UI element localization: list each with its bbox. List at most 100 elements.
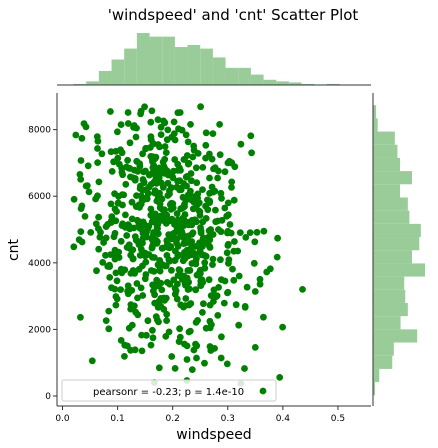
- scatter-point: [170, 130, 178, 138]
- scatter-point: [163, 136, 171, 144]
- scatter-point: [148, 107, 156, 115]
- scatter-point: [193, 199, 201, 206]
- top-hist-bar: [187, 44, 201, 85]
- scatter-point: [168, 353, 176, 360]
- scatter-point: [84, 162, 92, 170]
- scatter-point: [221, 204, 229, 212]
- scatter-point: [217, 256, 224, 264]
- scatter-point: [115, 160, 123, 168]
- scatter-point: [188, 230, 196, 238]
- top-hist-bar: [225, 67, 239, 85]
- scatter-point: [107, 217, 115, 225]
- right-hist-bar: [373, 342, 394, 356]
- scatter-point: [117, 265, 125, 273]
- scatter-point: [145, 222, 153, 230]
- scatter-point: [112, 269, 120, 277]
- legend-marker-point: [259, 387, 267, 395]
- scatter-point: [88, 357, 96, 365]
- scatter-point: [147, 136, 155, 144]
- scatter-point: [85, 188, 93, 196]
- scatter-point: [206, 324, 214, 332]
- scatter-point: [184, 252, 192, 260]
- right-hist-bar: [373, 184, 401, 198]
- scatter-point: [111, 190, 118, 198]
- scatter-point: [147, 205, 155, 213]
- scatter-point: [132, 308, 140, 316]
- scatter-point: [94, 159, 101, 167]
- legend-text: pearsonr = -0.23; p = 1.4e-10: [93, 387, 244, 398]
- scatter-point: [234, 247, 242, 255]
- x-tick-label: 0.5: [331, 414, 345, 424]
- scatter-point: [208, 183, 216, 191]
- scatter-point: [194, 190, 202, 198]
- scatter-point: [243, 283, 251, 291]
- scatter-point: [224, 240, 232, 248]
- scatter-point: [126, 139, 134, 147]
- scatter-point: [126, 225, 134, 233]
- scatter-point: [127, 301, 135, 309]
- scatter-point: [141, 103, 149, 111]
- scatter-point: [155, 364, 163, 372]
- scatter-point: [242, 234, 250, 241]
- scatter-point: [160, 294, 168, 302]
- scatter-point: [206, 189, 214, 197]
- scatter-point: [217, 354, 225, 362]
- scatter-point: [152, 313, 160, 320]
- scatter-point: [158, 195, 166, 203]
- scatter-point: [124, 282, 132, 290]
- scatter-point: [102, 223, 110, 231]
- scatter-point: [192, 164, 200, 172]
- scatter-point: [200, 300, 207, 308]
- top-hist-bar: [136, 33, 150, 85]
- scatter-point: [135, 241, 143, 249]
- scatter-point: [241, 365, 248, 372]
- scatter-point: [121, 353, 128, 360]
- scatter-point: [201, 359, 208, 367]
- scatter-point: [149, 334, 157, 342]
- scatter-point: [117, 337, 125, 344]
- scatter-point: [273, 253, 281, 261]
- scatter-point: [193, 354, 200, 362]
- scatter-point: [214, 312, 222, 319]
- scatter-point: [174, 219, 181, 227]
- scatter-point: [124, 156, 131, 164]
- scatter-point: [114, 154, 122, 162]
- right-hist-bar: [373, 118, 378, 132]
- scatter-point: [159, 169, 167, 177]
- scatter-point: [95, 225, 102, 233]
- scatter-point: [173, 210, 181, 218]
- scatter-point: [187, 121, 194, 128]
- right-hist-bar: [373, 329, 418, 343]
- scatter-point: [218, 216, 226, 224]
- scatter-point: [105, 307, 113, 315]
- scatter-point: [141, 252, 149, 260]
- scatter-point: [194, 150, 202, 157]
- scatter-point: [151, 254, 158, 261]
- scatter-point: [150, 178, 158, 186]
- scatter-point: [218, 194, 225, 202]
- scatter-point: [212, 206, 219, 214]
- right-hist-bar: [373, 263, 425, 277]
- scatter-point: [236, 229, 244, 237]
- scatter-point: [191, 204, 199, 212]
- scatter-point: [110, 233, 118, 241]
- scatter-point: [150, 268, 158, 275]
- top-hist-bar: [250, 74, 264, 85]
- scatter-point: [279, 323, 286, 331]
- scatter-point: [250, 259, 258, 267]
- scatter-point: [122, 211, 129, 219]
- scatter-point: [248, 149, 256, 157]
- scatter-point: [228, 184, 235, 191]
- scatter-point: [151, 187, 159, 195]
- top-hist-bar: [98, 70, 112, 85]
- scatter-point: [251, 288, 259, 295]
- scatter-point: [139, 292, 147, 299]
- scatter-point: [189, 153, 197, 161]
- scatter-point: [205, 276, 213, 284]
- right-hist-bar: [373, 223, 421, 238]
- scatter-point: [115, 248, 123, 256]
- scatter-point: [107, 148, 115, 156]
- y-tick-label: 6000: [28, 192, 51, 202]
- right-hist-bar: [373, 302, 408, 317]
- scatter-point: [206, 317, 214, 325]
